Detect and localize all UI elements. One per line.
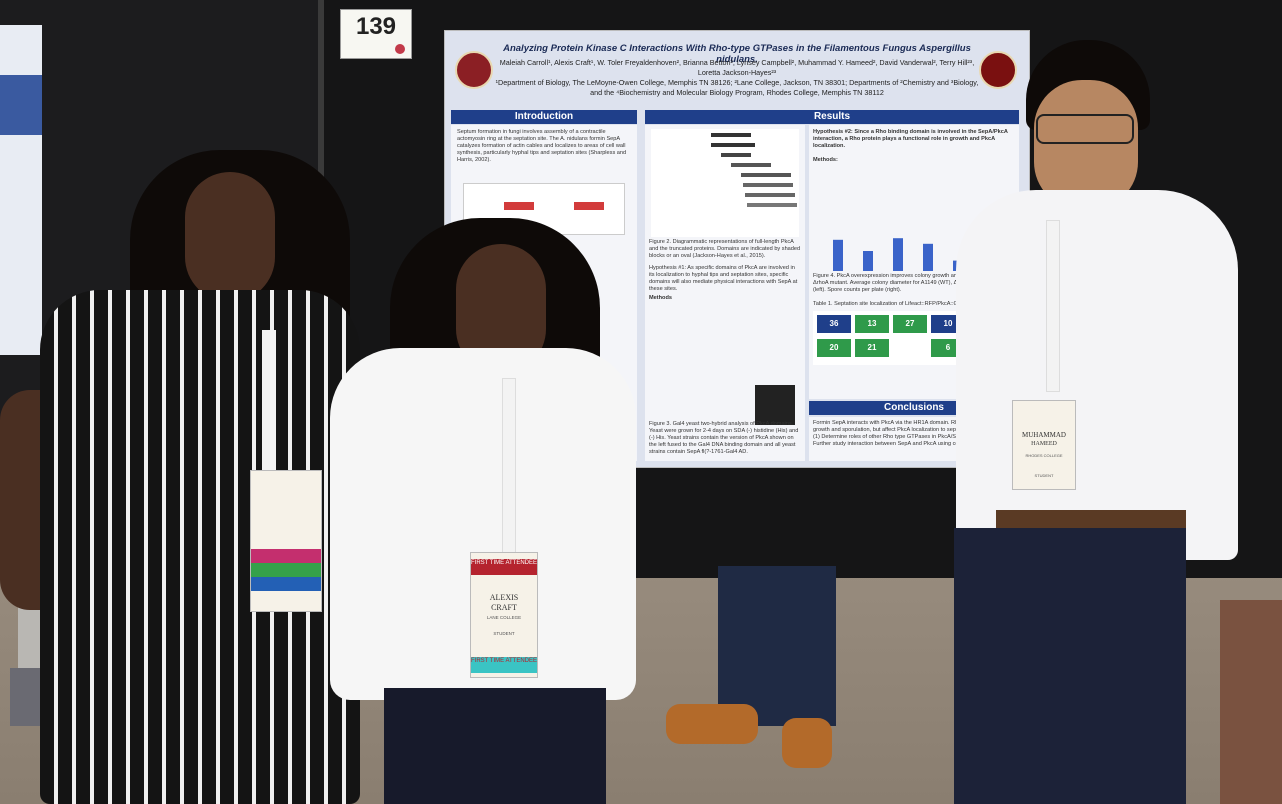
poster-title: Analyzing Protein Kinase C Interactions … [503,43,971,65]
methods-heading-2: Methods: [813,157,838,163]
figure4-caption: Figure 4. PkcA overexpression improves c… [813,273,1013,293]
navy-pants [384,688,606,804]
navy-trousers [954,528,1186,804]
booth-number: 139 [355,13,397,40]
author-list: Maleiah Carroll¹, Alexis Craft¹, W. Tole… [499,58,975,77]
name-badge [250,470,322,612]
table1-caption: Table 1. Septation site localization of … [813,301,966,307]
bystander-right [1220,600,1282,804]
fig4-bar [833,239,843,271]
first-time-ribbon: FIRST TIME ATTENDEE [471,559,537,575]
badge-org: LANE COLLEGE [486,615,522,620]
yeast-plate-image [755,385,795,425]
fig4-bar [923,243,933,271]
methods-heading: Methods [649,295,672,301]
figure3-caption: Figure 3. Gal4 yeast two-hybrid analysis… [649,421,799,455]
badge-first-name: MUHAMMAD [1022,431,1066,439]
figure2-caption: Figure 2. Diagrammatic representations o… [649,239,801,259]
fig4-bar [863,251,873,271]
fig4-bar [893,238,903,271]
badge-last-name: HAMEED [1031,441,1057,447]
college-seal-icon [455,51,493,89]
table-cell: 36 [817,315,851,333]
face [1034,80,1138,210]
person-middle: FIRST TIME ATTENDEE ALEXIS CRAFT LANE CO… [330,218,640,804]
neighboring-poster [0,25,42,355]
conference-logo-icon [395,44,405,54]
results-left-column: Figure 2. Diagrammatic representations o… [645,125,805,461]
face [185,172,275,302]
table-cell: 27 [893,315,927,333]
table-cell: 21 [855,339,889,357]
bystander-shoe-right [782,718,832,768]
section-header-results: Results [645,110,1019,124]
lanyard [262,330,276,480]
table-cell: 13 [855,315,889,333]
bystander-jeans [718,566,836,726]
name-badge: FIRST TIME ATTENDEE ALEXIS CRAFT LANE CO… [470,552,538,678]
glasses-icon [1036,114,1134,144]
name-badge: MUHAMMAD HAMEED RHODES COLLEGE STUDENT [1012,400,1076,490]
badge-role: STUDENT [1034,473,1054,478]
table-cell: 20 [817,339,851,357]
hypothesis1-text: Hypothesis #1: As specific domains of Pk… [649,265,798,292]
first-time-ribbon-bottom: FIRST TIME ATTENDEE [471,657,537,673]
lanyard [1046,220,1060,392]
results-right-column: Hypothesis #2: Since a Rho binding domai… [809,125,1019,399]
localization-table: 36 13 27 10 20 21 7 6 [813,311,973,365]
affiliations: ¹Department of Biology, The LeMoyne-Owen… [495,78,979,97]
hypothesis2-text: Hypothesis #2: Since a Rho binding domai… [813,129,1008,149]
conclusions-text: Formin SepA interacts with PkcA via the … [813,420,1015,447]
badge-org: RHODES COLLEGE [1025,453,1063,458]
badge-role: STUDENT [493,631,515,636]
person-right: MUHAMMAD HAMEED RHODES COLLEGE STUDENT [940,40,1240,804]
college-crest-icon [979,51,1017,89]
poster-authors: Maleiah Carroll¹, Alexis Craft¹, W. Tole… [495,58,979,98]
section-header-introduction: Introduction [451,110,637,124]
white-dress-shirt [956,190,1238,560]
booth-number-card: 139 [340,9,412,59]
badge-last-name: CRAFT [491,603,517,612]
bystander-shoe-left [666,704,758,744]
intro-text: Septum formation in fungi involves assem… [457,129,627,163]
table-cell: 7 [893,339,927,357]
person-left [0,140,380,804]
protein-diagram-figure [651,129,799,237]
lanyard [502,378,516,560]
badge-first-name: ALEXIS [489,593,519,602]
